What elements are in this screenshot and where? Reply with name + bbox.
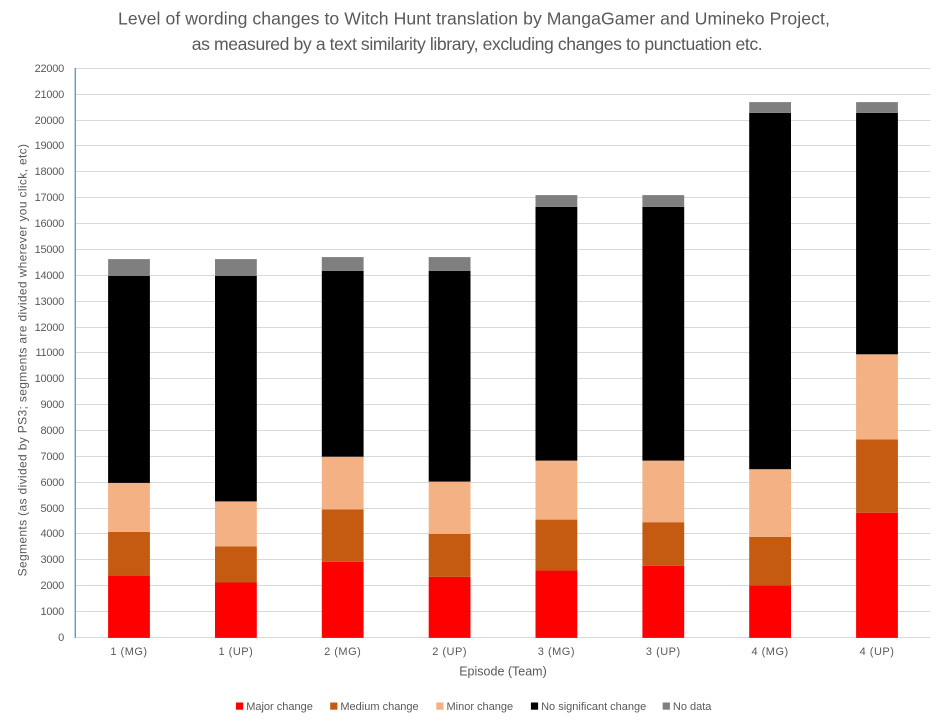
svg-text:19000: 19000 (35, 140, 64, 152)
svg-text:4000: 4000 (41, 528, 65, 540)
svg-text:16000: 16000 (35, 218, 64, 230)
svg-text:20000: 20000 (35, 115, 64, 127)
svg-text:Minor change: Minor change (447, 701, 514, 713)
svg-text:3 (MG): 3 (MG) (538, 646, 575, 658)
svg-text:10000: 10000 (35, 373, 64, 385)
svg-text:9000: 9000 (41, 399, 65, 411)
svg-text:2 (MG): 2 (MG) (324, 646, 361, 658)
svg-text:1 (UP): 1 (UP) (219, 646, 254, 658)
svg-text:2000: 2000 (41, 580, 65, 592)
svg-text:Medium change: Medium change (340, 701, 418, 713)
svg-text:2 (UP): 2 (UP) (432, 646, 467, 658)
svg-text:3 (UP): 3 (UP) (646, 646, 681, 658)
svg-text:5000: 5000 (41, 503, 65, 515)
svg-text:1000: 1000 (41, 606, 65, 618)
svg-text:11000: 11000 (35, 347, 64, 359)
svg-text:21000: 21000 (35, 89, 64, 101)
svg-text:3000: 3000 (41, 554, 65, 566)
svg-text:13000: 13000 (35, 296, 64, 308)
svg-text:Episode (Team): Episode (Team) (459, 665, 547, 679)
svg-text:7000: 7000 (41, 451, 65, 463)
svg-text:14000: 14000 (35, 270, 64, 282)
svg-text:Level of wording changes to Wi: Level of wording changes to Witch Hunt t… (118, 9, 830, 29)
svg-text:6000: 6000 (41, 477, 65, 489)
svg-text:No data: No data (673, 701, 712, 713)
svg-text:0: 0 (58, 632, 64, 644)
svg-text:Major change: Major change (246, 701, 313, 713)
svg-text:4 (UP): 4 (UP) (860, 646, 895, 658)
svg-text:18000: 18000 (35, 166, 64, 178)
svg-text:22000: 22000 (35, 63, 64, 75)
svg-text:1 (MG): 1 (MG) (110, 646, 147, 658)
svg-text:8000: 8000 (41, 425, 65, 437)
svg-text:15000: 15000 (35, 244, 64, 256)
svg-text:17000: 17000 (35, 192, 64, 204)
svg-text:4 (MG): 4 (MG) (751, 646, 788, 658)
svg-text:as measured by a text similari: as measured by a text similarity library… (192, 34, 762, 54)
svg-text:Segments (as divided by PS3; s: Segments (as divided by PS3; segments ar… (16, 144, 30, 577)
svg-text:12000: 12000 (35, 322, 64, 334)
svg-text:No significant change: No significant change (541, 701, 646, 713)
